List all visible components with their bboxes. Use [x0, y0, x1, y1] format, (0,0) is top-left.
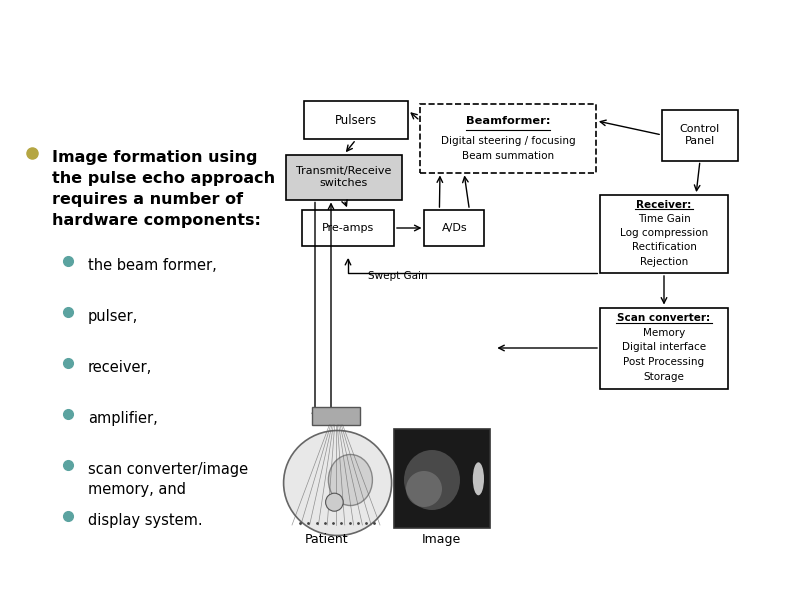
- FancyBboxPatch shape: [312, 407, 360, 425]
- Text: Pre-amps: Pre-amps: [322, 223, 374, 233]
- Text: Post Processing: Post Processing: [623, 357, 705, 367]
- Text: Beamformer:: Beamformer:: [466, 116, 550, 126]
- Text: Beam summation: Beam summation: [462, 151, 554, 161]
- Text: display system.: display system.: [88, 513, 202, 528]
- FancyBboxPatch shape: [424, 210, 484, 246]
- Ellipse shape: [328, 455, 372, 505]
- FancyBboxPatch shape: [286, 155, 402, 199]
- Text: Rejection: Rejection: [640, 257, 688, 266]
- Ellipse shape: [326, 493, 343, 511]
- Text: Swept Gain: Swept Gain: [368, 271, 427, 281]
- Text: Receiver:: Receiver:: [636, 200, 692, 210]
- FancyBboxPatch shape: [662, 109, 738, 160]
- FancyBboxPatch shape: [600, 307, 728, 389]
- Text: Rectification: Rectification: [631, 242, 697, 253]
- Text: Patient: Patient: [305, 533, 348, 546]
- FancyBboxPatch shape: [600, 195, 728, 273]
- Ellipse shape: [406, 471, 442, 507]
- Text: Image formation using
the pulse echo approach
requires a number of
hardware comp: Image formation using the pulse echo app…: [52, 150, 275, 228]
- Text: Scan converter:: Scan converter:: [618, 313, 710, 323]
- FancyBboxPatch shape: [394, 429, 490, 528]
- Text: the beam former,: the beam former,: [88, 258, 217, 273]
- Ellipse shape: [283, 431, 392, 535]
- Text: Digital interface: Digital interface: [622, 342, 706, 352]
- FancyBboxPatch shape: [420, 103, 596, 173]
- FancyBboxPatch shape: [304, 100, 408, 139]
- Text: Pulsers: Pulsers: [335, 113, 377, 127]
- Text: Transmit/Receive
switches: Transmit/Receive switches: [296, 166, 392, 188]
- Text: Memory: Memory: [643, 328, 685, 338]
- Text: scan converter/image
memory, and: scan converter/image memory, and: [88, 462, 248, 497]
- Text: Control
Panel: Control Panel: [680, 124, 720, 146]
- Text: Log compression: Log compression: [620, 228, 708, 238]
- Text: pulser,: pulser,: [88, 309, 138, 324]
- Text: Image: Image: [422, 533, 462, 546]
- Text: Storage: Storage: [643, 372, 685, 382]
- FancyBboxPatch shape: [302, 210, 394, 246]
- Text: Digital steering / focusing: Digital steering / focusing: [441, 136, 575, 146]
- Text: A/Ds: A/Ds: [442, 223, 467, 233]
- Text: Time Gain: Time Gain: [638, 214, 690, 224]
- Text: amplifier,: amplifier,: [88, 411, 158, 426]
- Text: receiver,: receiver,: [88, 360, 152, 375]
- Ellipse shape: [404, 450, 460, 510]
- Ellipse shape: [473, 462, 484, 496]
